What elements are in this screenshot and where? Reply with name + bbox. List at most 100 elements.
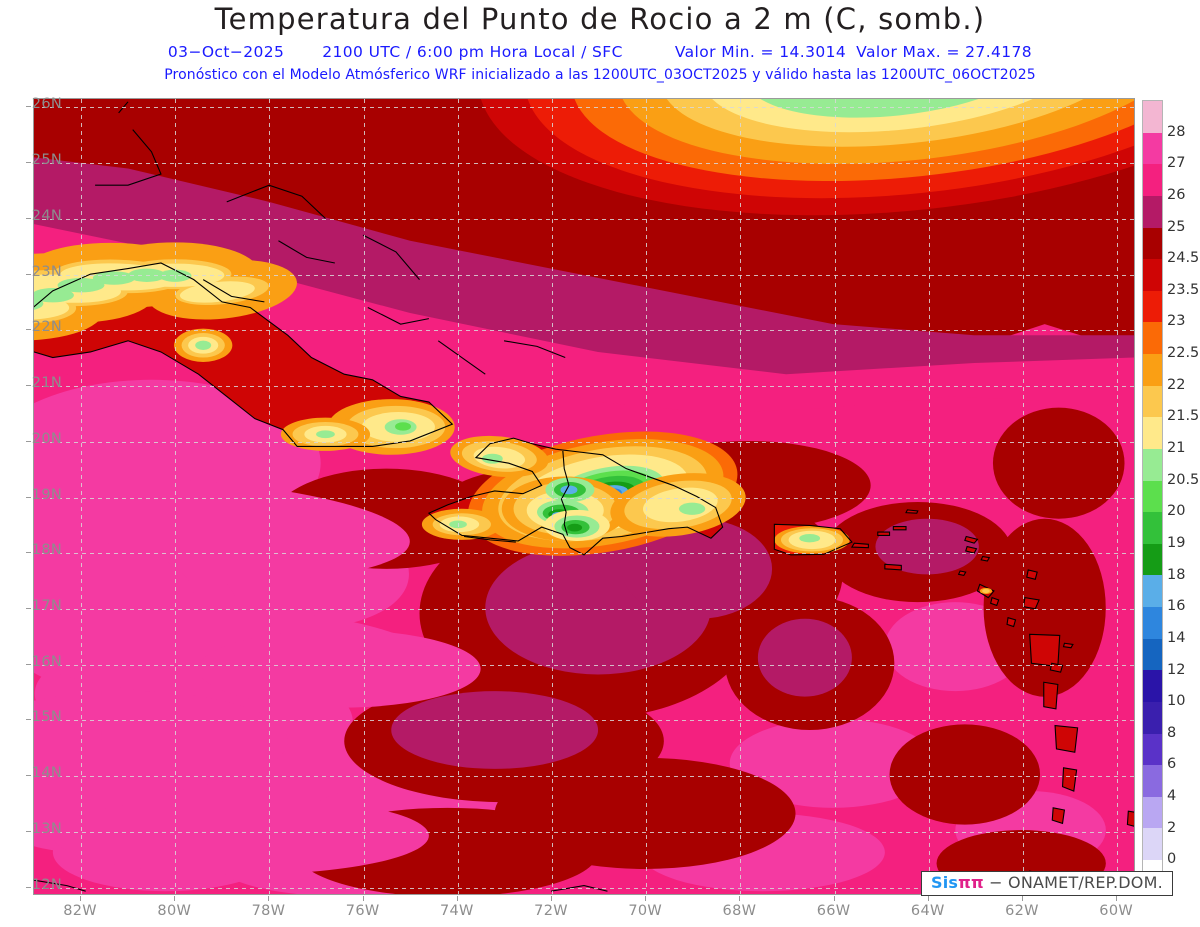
lat-tick-mark [26,385,31,387]
colorbar-swatch [1143,670,1162,702]
colorbar-tick-label: 22 [1167,376,1186,393]
colorbar-swatch [1143,354,1162,386]
colorbar-swatch [1143,480,1162,513]
sw-27-texture [198,629,481,708]
lat-tick-mark [26,273,31,275]
sw-27-texture [52,796,429,875]
lon-tick-label: 80W [157,903,192,919]
hisp-s-18 [567,523,583,532]
lon-tick-mark [739,896,741,901]
lon-tick-mark [833,896,835,901]
cuba-e-20 [395,422,412,431]
lat-tick-label: 20N [31,430,62,447]
coastline [1026,569,1038,580]
carib-25-patch [757,618,852,697]
carib-25-patch [875,518,979,575]
coastline [1051,807,1066,825]
coastline [964,535,979,544]
coastline [1062,642,1074,649]
isle-fill-tortola [893,526,907,530]
hisp-e-205 [678,502,706,515]
isle-fill-stlucia [1062,767,1077,792]
colorbar-swatch [1143,701,1162,734]
colorbar-swatch [1143,101,1162,133]
lon-tick-mark [927,896,929,901]
coastline [1054,724,1079,753]
coastline [884,563,902,571]
colorbar-tick-label: 12 [1167,661,1186,678]
carib-25-patch [391,691,599,769]
carib-245-patch [889,724,1041,825]
colorbar-swatch [1143,765,1162,797]
map-plot-area[interactable] [33,98,1135,895]
colorbar-swatch [1143,543,1162,576]
lat-tick-label: 23N [31,263,62,280]
isle-fill-guadeloupe [1029,634,1060,667]
colorbar-tick-label: 8 [1167,724,1177,741]
hisp-n-16 [560,485,578,495]
lat-tick-label: 19N [31,486,62,503]
lon-tick-mark [362,896,364,901]
lat-tick-label: 16N [31,653,62,670]
colorbar-swatch [1143,638,1162,671]
lat-tick-mark [26,217,31,219]
isle-fill-stvincent [1052,807,1065,824]
header-subline-1: 03−Oct−2025 2100 UTC / 6:00 pm Hora Local… [0,43,1200,61]
lon-tick-label: 62W [1005,903,1039,919]
colorbar-swatch [1143,417,1162,449]
lat-tick-label: 25N [31,152,62,169]
colorbar-tick-label: 25 [1167,218,1186,235]
coastline [118,101,129,114]
coastline [990,596,1000,607]
lon-tick-mark [456,896,458,901]
colorbar-swatch [1143,607,1162,639]
coastline [560,450,570,536]
isle-fill-martinique [1055,725,1078,753]
colorbar-swatch [1143,448,1162,481]
colorbar-tick-label: 23 [1167,313,1186,330]
coastline [850,542,869,549]
colorbar-tick-label: 27 [1167,155,1186,172]
lat-tick-mark [26,719,31,721]
lat-tick-label: 15N [31,709,62,726]
colorbar-tick-label: 20 [1167,503,1186,520]
lat-tick-mark [26,440,31,442]
hisp-sw-205 [449,520,467,529]
lat-tick-label: 17N [31,597,62,614]
colorbar-tick-label: 22.5 [1167,345,1200,362]
coastline [1043,681,1059,710]
colorbar-tick-label: 21 [1167,440,1186,457]
cuba-205 [57,278,105,293]
coastline [877,531,891,536]
lat-tick-mark [26,886,31,888]
colorbar-tick-label: 24.5 [1167,250,1200,267]
lon-tick-label: 68W [722,903,757,919]
lon-tick-mark [80,896,82,901]
cuba-e2-205 [316,430,335,439]
colorbar-swatch [1143,164,1162,196]
credit-org: − ONAMET/REP.DOM. [983,873,1163,892]
lon-tick-label: 76W [345,903,380,919]
lat-tick-mark [26,775,31,777]
isle-fill-stthomas [877,532,890,536]
coastline [202,279,265,303]
lat-tick-label: 21N [31,375,62,392]
lat-tick-mark [26,830,31,832]
lat-tick-mark [26,162,31,164]
colorbar-swatch [1143,322,1162,354]
lon-tick-label: 60W [1099,903,1133,919]
colorbar-tick-label: 28 [1167,123,1186,140]
cuba-205 [158,269,192,282]
coastline [362,234,420,281]
carib-245-patch [983,518,1106,697]
colorbar-tick-label: 0 [1167,851,1177,868]
coastline [226,184,326,219]
lat-tick-mark [26,496,31,498]
lon-tick-label: 78W [251,903,286,919]
page-title: Temperatura del Punto de Rocio a 2 m (C,… [214,2,986,36]
coastline [278,240,335,264]
colorbar-labels: 0 2 4 6 8 10 12 14 16 18 19 20 20.5 21 21.5 22 22.5 23 23.… [1167,100,1200,893]
colorbar-tick-label: 18 [1167,566,1186,583]
coastline [980,555,991,562]
coastline [892,525,907,531]
